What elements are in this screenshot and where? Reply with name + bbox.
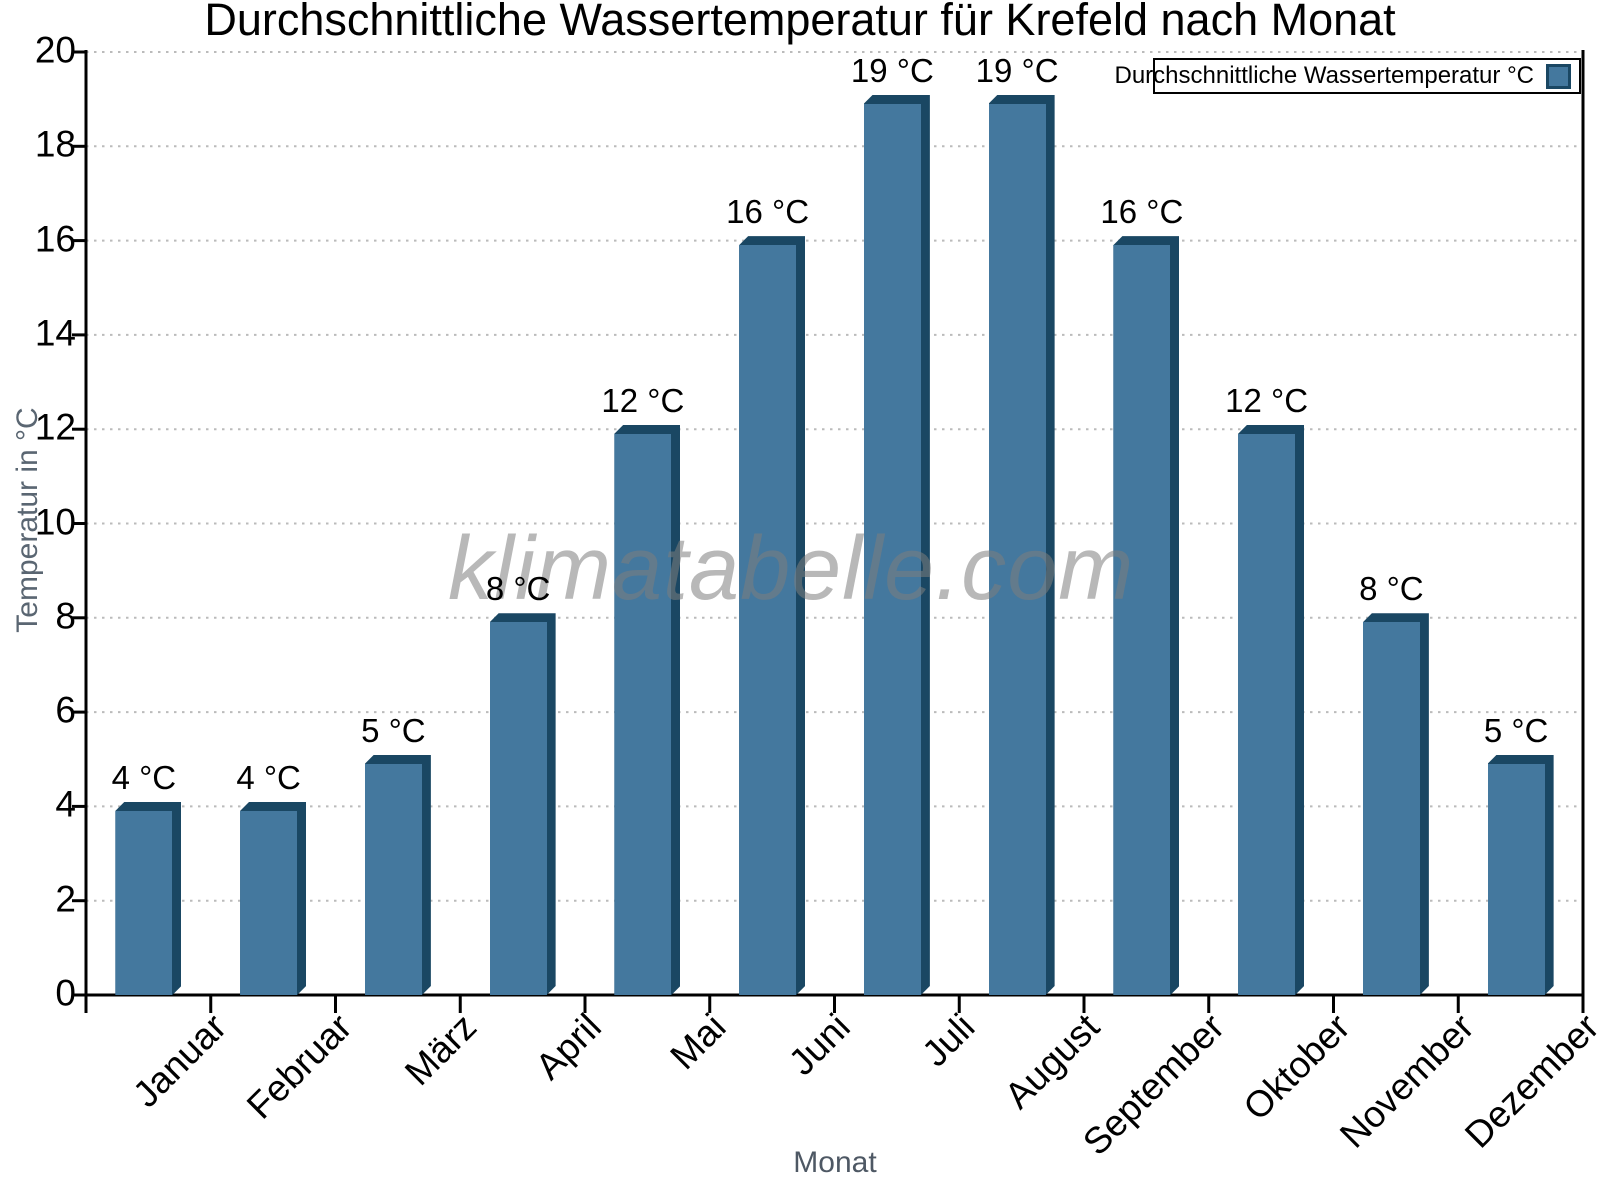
bar-value-label: 19 °C [850,51,934,89]
bar-value-label: 16 °C [726,193,810,231]
bar-august [989,95,1055,995]
bar-value-label: 8 °C [1359,570,1424,608]
y-tick-label: 14 [34,312,76,354]
bar-value-label: 12 °C [1225,381,1309,419]
y-tick-label: 10 [34,500,76,542]
bar-januar [115,802,181,995]
y-tick-label: 2 [55,878,76,920]
bar-front-face [864,104,921,995]
y-tick-label: 4 [55,783,76,825]
bar-value-label: 4 °C [236,758,301,796]
bar-value-label: 16 °C [1100,193,1184,231]
bar-value-label: 5 °C [1483,711,1549,749]
bar-mai [614,425,680,995]
bar-juli [864,95,930,995]
bar-dezember [1488,755,1554,995]
bar-front-face [490,622,547,995]
y-tick-label: 8 [55,595,76,637]
bar-value-label: 4 °C [111,758,177,796]
bar-front-face [1488,764,1545,995]
bar-februar [240,802,306,995]
legend-swatch-icon [1546,63,1571,89]
bar-front-face [1238,434,1295,995]
bar-front-face [1113,245,1170,995]
bar-front-face [739,245,796,995]
y-tick-label: 12 [34,406,76,448]
bar-april [490,613,556,995]
bar-september [1113,236,1179,995]
bar-front-face [115,811,172,995]
bar-value-label: 8 °C [485,570,551,608]
bar-front-face [365,764,422,995]
y-tick-label: 16 [34,217,76,259]
bar-märz [365,755,431,995]
bar-juni [739,236,805,995]
legend-label: Durchschnittliche Wassertemperatur °C [1114,62,1534,89]
bar-value-label: 5 °C [361,711,426,749]
legend: Durchschnittliche Wassertemperatur °C [1114,58,1581,94]
chart-title: Durchschnittliche Wassertemperatur für K… [204,0,1396,45]
x-axis-title: Monat [793,1146,877,1179]
bar-oktober [1238,425,1304,995]
bar-front-face [614,434,671,995]
bar-front-face [1363,622,1420,995]
y-tick-label: 18 [34,123,76,165]
bar-value-label: 19 °C [975,51,1059,89]
y-tick-label: 6 [55,689,76,731]
y-tick-label: 0 [55,972,76,1014]
watermark: klimatabelle.com [448,519,1135,619]
bar-november [1363,613,1429,995]
bar-front-face [989,104,1046,995]
bar-value-label: 12 °C [601,381,685,419]
y-tick-label: 20 [34,29,76,71]
bar-front-face [240,811,297,995]
